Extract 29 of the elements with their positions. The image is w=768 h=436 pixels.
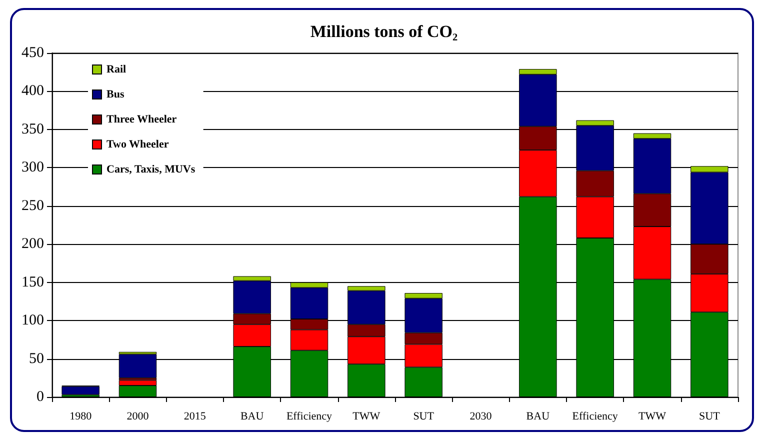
y-tick-label: 250 — [22, 198, 44, 214]
legend-label: Rail — [106, 64, 126, 76]
x-tick-label: 2015 — [184, 410, 206, 422]
chart-title: Millions tons of CO₂ — [310, 22, 458, 41]
legend-label: Three Wheeler — [106, 114, 177, 126]
y-tick-label: 350 — [22, 121, 44, 138]
legend-label: Bus — [106, 88, 125, 100]
x-tick-label: SUT — [413, 410, 434, 422]
y-tick-label: 150 — [22, 274, 44, 290]
legend-label: Two Wheeler — [106, 138, 169, 150]
x-tick-label: TWW — [352, 410, 381, 422]
x-tick-label: 1980 — [70, 410, 92, 422]
x-tick-label: Efficiency — [572, 410, 618, 422]
y-tick-label: 450 — [22, 45, 44, 61]
x-tick-label: BAU — [240, 410, 264, 422]
x-tick-label: BAU — [526, 410, 550, 422]
bar — [62, 386, 100, 395]
legend-label: Cars, Taxis, MUVs — [106, 164, 196, 176]
x-tick-label: 2000 — [126, 410, 150, 422]
x-tick-label: TWW — [638, 410, 667, 422]
x-tick-label: 2030 — [470, 410, 492, 422]
x-tick-label: Efficiency — [286, 410, 333, 422]
y-tick-label: 300 — [22, 160, 44, 176]
y-tick-label: 0 — [36, 389, 44, 405]
y-tick-label: 100 — [22, 312, 44, 329]
y-tick-label: 200 — [22, 236, 44, 252]
x-tick-label: SUT — [699, 410, 720, 422]
y-tick-label: 400 — [22, 83, 44, 100]
y-tick-label: 50 — [29, 350, 44, 367]
